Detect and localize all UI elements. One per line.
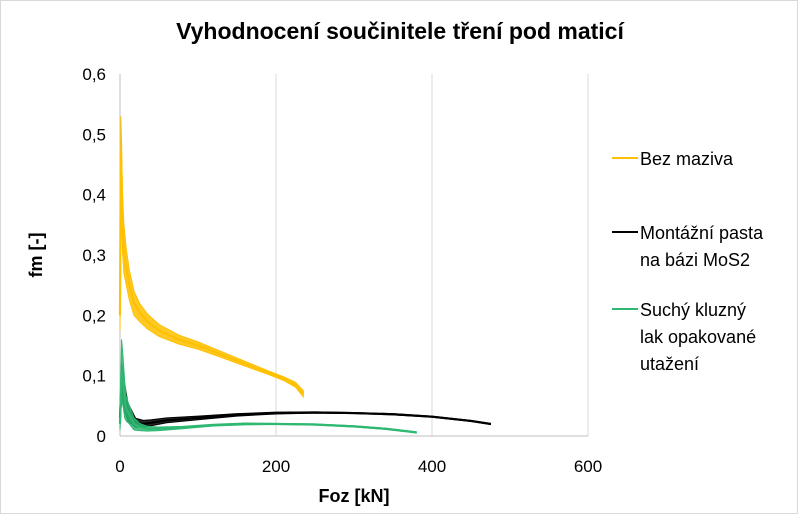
legend-label-suchy-kluzny-lak: Suchý kluzný lak opakované utažení bbox=[640, 300, 757, 374]
legend-swatch-montazni-pasta bbox=[612, 231, 638, 233]
y-axis-title: fm [-] bbox=[26, 233, 46, 278]
series-line-0 bbox=[118, 151, 305, 395]
legend-swatch-suchy-kluzny-lak bbox=[612, 308, 638, 310]
y-tick-label: 0,1 bbox=[82, 367, 106, 386]
series-band-2 bbox=[119, 339, 417, 434]
legend-label-montazni-pasta: Montážní pasta na bázi MoS2 bbox=[640, 223, 764, 270]
y-tick-label: 0,2 bbox=[82, 306, 106, 325]
chart-title: Vyhodnocení součinitele tření pod maticí bbox=[176, 18, 624, 44]
legend-label-bez-maziva: Bez maziva bbox=[640, 149, 734, 169]
y-tick-label: 0 bbox=[97, 427, 106, 446]
x-tick-label: 200 bbox=[262, 457, 290, 476]
y-tick-label: 0,4 bbox=[82, 186, 106, 205]
legend-swatch-bez-maziva bbox=[612, 157, 638, 159]
x-tick-label: 0 bbox=[115, 457, 124, 476]
y-tick-label: 0,6 bbox=[82, 65, 106, 84]
series-line-2 bbox=[118, 368, 417, 434]
x-tick-label: 400 bbox=[418, 457, 446, 476]
y-tick-label: 0,5 bbox=[82, 125, 106, 144]
y-tick-label: 0,3 bbox=[82, 246, 106, 265]
x-tick-label: 600 bbox=[574, 457, 602, 476]
series-band-0 bbox=[119, 116, 304, 399]
x-axis-title: Foz [kN] bbox=[319, 486, 390, 506]
